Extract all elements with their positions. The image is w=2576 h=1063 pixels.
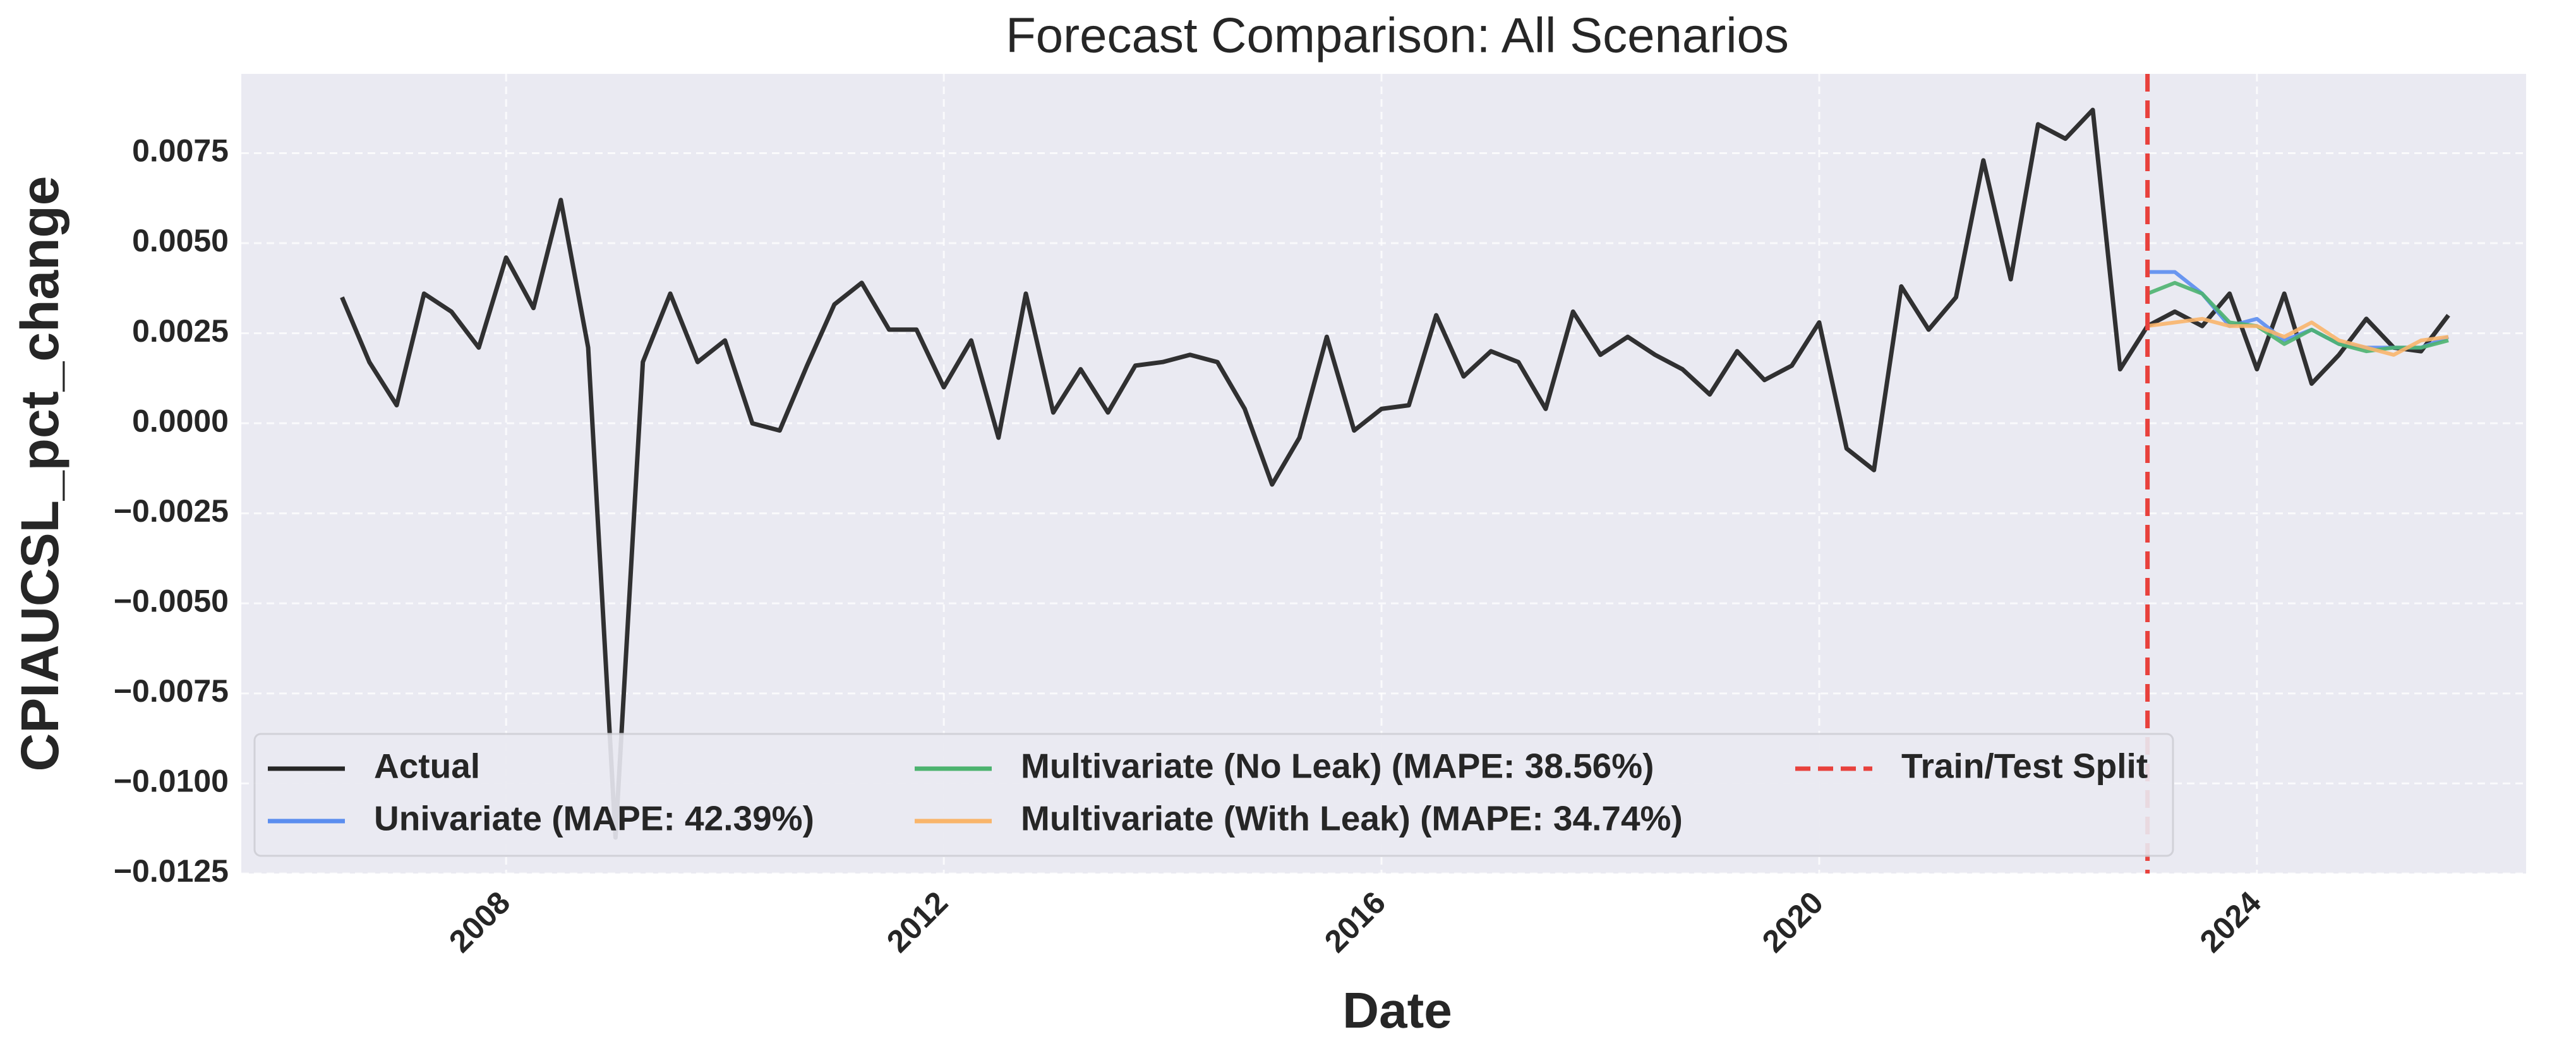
legend-label: Univariate (MAPE: 42.39%) <box>374 799 814 838</box>
legend-box <box>253 733 2174 857</box>
x-tick-label: 2012 <box>880 885 954 959</box>
y-tick-label: 0.0075 <box>132 133 229 169</box>
y-tick-label: −0.0075 <box>114 673 229 709</box>
series-line <box>2146 280 2449 354</box>
chart-title: Forecast Comparison: All Scenarios <box>1006 8 1789 63</box>
legend-label: Multivariate (With Leak) (MAPE: 34.74%) <box>1021 799 1683 838</box>
y-tick-label: −0.0050 <box>114 584 229 619</box>
y-tick-label: 0.0050 <box>132 223 229 258</box>
legend-label: Actual <box>374 747 480 786</box>
legend-label: Train/Test Split <box>1901 747 2148 786</box>
x-tick-label: 2016 <box>1318 885 1392 959</box>
x-tick-label: 2008 <box>442 885 517 959</box>
y-tick-label: 0.0000 <box>132 403 229 438</box>
y-tick-label: −0.0100 <box>114 764 229 799</box>
y-tick-label: 0.0025 <box>132 313 229 349</box>
series-line <box>340 107 2450 840</box>
y-axis-label: CPIAUCSL_pct_change <box>10 176 69 772</box>
x-axis-label: Date <box>1342 982 1452 1038</box>
x-tick-label: 2020 <box>1755 885 1830 959</box>
series-line <box>2147 316 2449 357</box>
x-tick-label: 2024 <box>2193 884 2268 959</box>
legend-label: Multivariate (No Leak) (MAPE: 38.56%) <box>1021 747 1654 786</box>
y-tick-label: −0.0125 <box>114 853 229 889</box>
y-tick-label: −0.0025 <box>114 493 229 529</box>
legend: Actual Univariate (MAPE: 42.39%) Multivari… <box>253 733 2174 857</box>
